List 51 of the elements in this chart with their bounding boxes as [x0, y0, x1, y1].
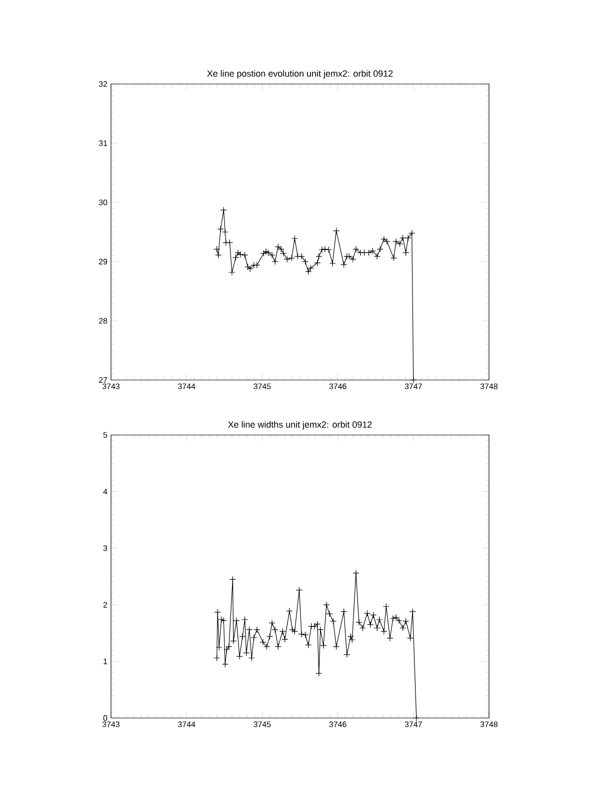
point — [390, 254, 398, 262]
point — [346, 252, 352, 260]
point — [288, 254, 295, 262]
point — [214, 246, 220, 252]
point — [350, 256, 356, 263]
point — [384, 238, 390, 245]
point — [392, 238, 400, 245]
point — [376, 246, 384, 252]
point — [410, 376, 417, 384]
point — [262, 248, 270, 255]
point — [291, 235, 298, 242]
point — [228, 268, 236, 276]
point — [396, 240, 404, 248]
point — [374, 252, 380, 260]
point — [400, 234, 406, 242]
point — [215, 252, 222, 258]
point — [305, 268, 312, 275]
point — [402, 249, 410, 256]
point — [369, 248, 376, 254]
point — [307, 264, 314, 272]
point — [380, 236, 388, 242]
point — [236, 251, 244, 258]
point — [316, 252, 322, 260]
point — [322, 246, 328, 252]
point — [242, 252, 248, 258]
chart-title: Xe line widths unit jemx2: orbit 0912 — [228, 421, 372, 430]
point — [232, 254, 240, 261]
point — [234, 249, 242, 256]
chart-title: Xe line postion evolution unit jemx2: orbit 0912 — [207, 70, 393, 78]
point — [332, 228, 340, 234]
point — [329, 260, 336, 267]
point — [340, 261, 348, 268]
point — [284, 256, 290, 263]
point — [268, 252, 276, 258]
point — [264, 249, 272, 256]
point — [294, 252, 302, 260]
point — [272, 258, 278, 265]
point — [222, 239, 230, 246]
point — [246, 265, 254, 272]
point — [244, 264, 252, 270]
point — [325, 246, 332, 254]
point — [314, 259, 321, 266]
point — [360, 249, 368, 256]
point — [365, 249, 372, 256]
point — [404, 234, 412, 242]
point — [274, 243, 282, 250]
point — [220, 206, 227, 214]
point — [318, 246, 326, 254]
point — [254, 262, 260, 268]
point — [408, 230, 416, 236]
point — [226, 239, 233, 246]
